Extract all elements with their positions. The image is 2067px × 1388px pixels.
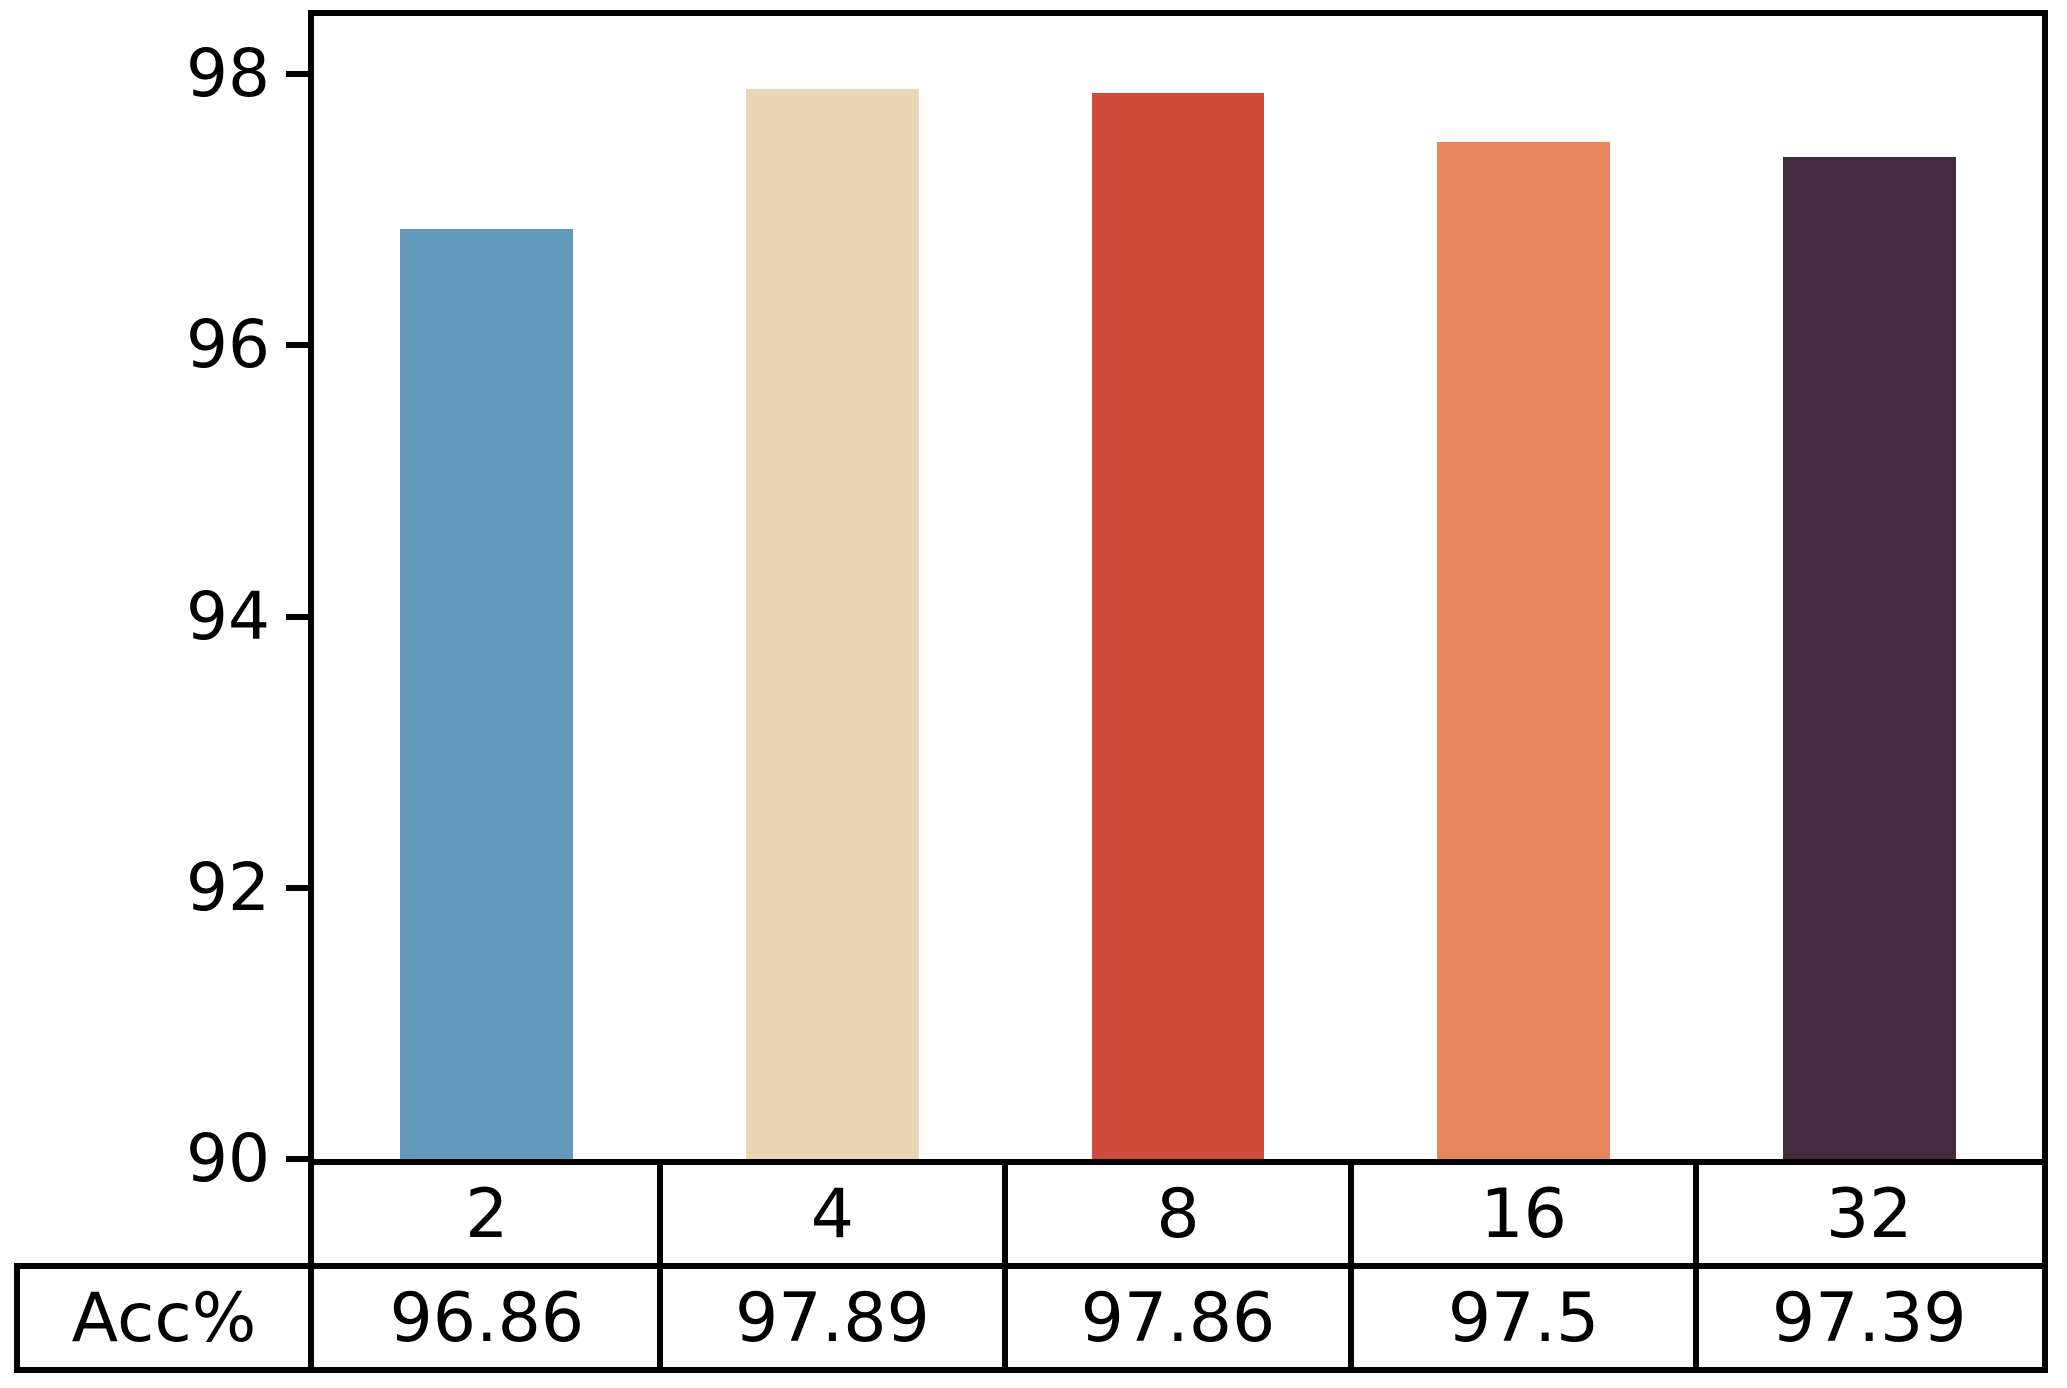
y-tick-label-94: 94 bbox=[186, 577, 270, 655]
bar-16 bbox=[1437, 142, 1610, 1159]
acc-values-row: 96.86 97.89 97.86 97.5 97.39 bbox=[308, 1263, 2048, 1373]
y-tick-label-96: 96 bbox=[186, 306, 270, 384]
category-cell-16: 16 bbox=[1480, 1174, 1567, 1254]
acc-value-cell-16: 97.5 bbox=[1447, 1278, 1600, 1358]
category-cell-2: 2 bbox=[465, 1174, 509, 1254]
y-tick-mark-90 bbox=[286, 1156, 308, 1162]
category-header-row: 2 4 8 16 32 bbox=[308, 1159, 2048, 1269]
table-column-separator bbox=[656, 1165, 663, 1263]
table-column-separator bbox=[1693, 1269, 1700, 1367]
table-column-separator bbox=[1347, 1269, 1354, 1367]
table-column-separator bbox=[656, 1269, 663, 1367]
table-column-separator bbox=[1347, 1165, 1354, 1263]
acc-value-cell-32: 97.39 bbox=[1771, 1278, 1967, 1358]
bar-4 bbox=[746, 89, 919, 1159]
y-tick-mark-92 bbox=[286, 884, 308, 891]
acc-row-header: Acc% bbox=[14, 1263, 314, 1373]
plot-area bbox=[308, 10, 2048, 1165]
table-column-separator bbox=[1002, 1165, 1009, 1263]
y-tick-label-92: 92 bbox=[186, 848, 270, 926]
y-tick-label-98: 98 bbox=[186, 35, 270, 113]
y-tick-mark-98 bbox=[286, 71, 308, 78]
category-cell-8: 8 bbox=[1156, 1174, 1200, 1254]
y-tick-mark-94 bbox=[286, 613, 308, 620]
bar-2 bbox=[400, 228, 574, 1159]
bar-8 bbox=[1091, 93, 1265, 1159]
category-cell-4: 4 bbox=[810, 1174, 855, 1254]
y-tick-mark-96 bbox=[286, 342, 308, 349]
y-tick-label-90: 90 bbox=[186, 1120, 270, 1197]
acc-value-cell-2: 96.86 bbox=[389, 1278, 585, 1358]
category-cell-32: 32 bbox=[1825, 1174, 1913, 1254]
acc-value-cell-4: 97.89 bbox=[735, 1278, 930, 1358]
acc-row-header-label: Acc% bbox=[71, 1278, 257, 1358]
table-column-separator bbox=[1002, 1269, 1009, 1367]
table-column-separator bbox=[1693, 1165, 1700, 1263]
bar-32 bbox=[1782, 157, 1956, 1159]
acc-value-cell-8: 97.86 bbox=[1080, 1278, 1276, 1358]
